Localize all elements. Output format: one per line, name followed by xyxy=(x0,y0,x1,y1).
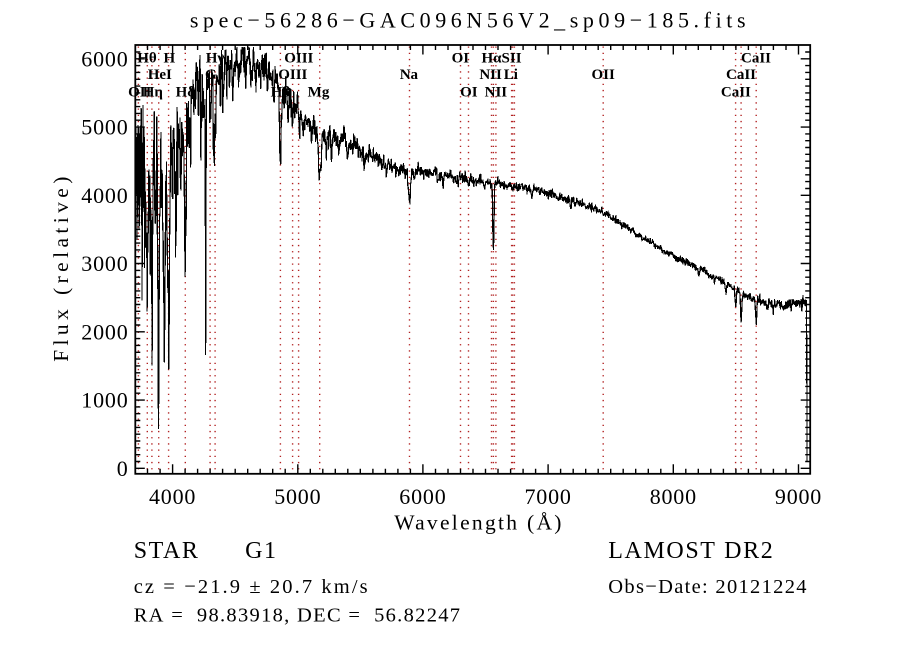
svg-text:CaII: CaII xyxy=(741,50,771,66)
svg-text:LAMOST DR2: LAMOST DR2 xyxy=(608,538,774,564)
svg-text:3000: 3000 xyxy=(81,251,128,276)
svg-text:G: G xyxy=(205,67,217,83)
svg-text:OII: OII xyxy=(592,67,616,83)
svg-text:cz = −21.9 ± 20.7 km/s: cz = −21.9 ± 20.7 km/s xyxy=(134,576,370,598)
svg-text:7000: 7000 xyxy=(524,484,571,509)
svg-text:STAR G1: STAR G1 xyxy=(134,538,278,564)
svg-text:2000: 2000 xyxy=(81,319,128,344)
svg-text:CaII: CaII xyxy=(721,84,751,100)
svg-text:Na: Na xyxy=(400,67,419,83)
svg-text:OIII: OIII xyxy=(278,67,307,83)
svg-text:OI: OI xyxy=(452,50,470,66)
svg-text:Wavelength (Å): Wavelength (Å) xyxy=(394,511,564,535)
svg-text:4000: 4000 xyxy=(81,183,128,208)
svg-text:H: H xyxy=(163,50,175,66)
svg-text:Hβ: Hβ xyxy=(271,84,291,100)
svg-text:1000: 1000 xyxy=(81,388,128,413)
svg-text:spec−56286−GAC096N56V2_sp09−18: spec−56286−GAC096N56V2_sp09−185.fits xyxy=(190,8,750,33)
svg-text:OIII: OIII xyxy=(284,50,313,66)
svg-text:Hγ: Hγ xyxy=(206,50,225,66)
svg-text:HeI: HeI xyxy=(148,67,172,83)
svg-text:5000: 5000 xyxy=(81,115,128,140)
svg-text:RA = 98.83918, DEC = 56.8224: RA = 98.83918, DEC = 56.82247 xyxy=(134,605,462,627)
svg-text:Mg: Mg xyxy=(308,84,330,100)
svg-text:NII: NII xyxy=(485,84,508,100)
svg-text:OI: OI xyxy=(460,84,478,100)
svg-text:Obs−Date: 20121224: Obs−Date: 20121224 xyxy=(608,576,808,598)
svg-text:5000: 5000 xyxy=(274,484,321,509)
svg-text:OII: OII xyxy=(128,84,152,100)
svg-text:0: 0 xyxy=(117,456,129,481)
svg-text:6000: 6000 xyxy=(81,46,128,71)
svg-text:8000: 8000 xyxy=(650,484,697,509)
svg-text:HαSII: HαSII xyxy=(481,50,521,66)
svg-text:Flux (relative): Flux (relative) xyxy=(49,172,73,362)
svg-text:4000: 4000 xyxy=(149,484,196,509)
svg-text:CaII: CaII xyxy=(726,67,756,83)
svg-text:9000: 9000 xyxy=(775,484,822,509)
svg-text:6000: 6000 xyxy=(399,484,446,509)
svg-text:Li: Li xyxy=(504,67,518,83)
svg-text:Hη: Hη xyxy=(143,84,163,100)
svg-text:NII: NII xyxy=(479,67,502,83)
svg-text:Hδ: Hδ xyxy=(176,84,196,100)
svg-text:Hθ: Hθ xyxy=(137,50,157,66)
